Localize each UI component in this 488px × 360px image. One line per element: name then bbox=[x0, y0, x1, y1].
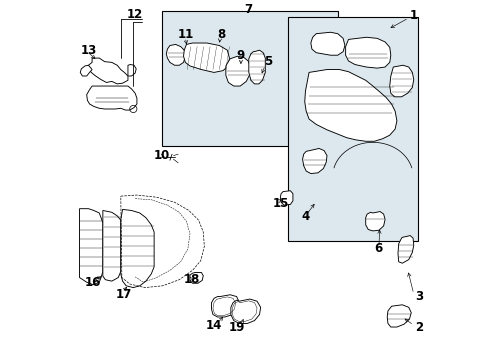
Text: 1: 1 bbox=[408, 9, 417, 22]
Polygon shape bbox=[183, 43, 229, 72]
Polygon shape bbox=[230, 299, 260, 323]
Polygon shape bbox=[211, 295, 239, 317]
Text: 10: 10 bbox=[154, 149, 170, 162]
Text: 18: 18 bbox=[183, 273, 200, 286]
Text: 17: 17 bbox=[115, 288, 131, 301]
Polygon shape bbox=[80, 65, 92, 76]
Text: 11: 11 bbox=[177, 28, 193, 41]
Text: 8: 8 bbox=[217, 28, 225, 41]
Bar bbox=[287, 17, 418, 241]
Polygon shape bbox=[310, 32, 344, 55]
Text: 12: 12 bbox=[127, 8, 143, 21]
Text: 14: 14 bbox=[205, 319, 222, 332]
Text: 3: 3 bbox=[414, 290, 422, 303]
Polygon shape bbox=[102, 211, 121, 281]
Text: 7: 7 bbox=[244, 3, 252, 16]
Text: 4: 4 bbox=[301, 210, 309, 223]
Polygon shape bbox=[304, 69, 396, 141]
Polygon shape bbox=[86, 86, 137, 110]
Polygon shape bbox=[225, 56, 250, 86]
Polygon shape bbox=[121, 210, 154, 288]
Text: 5: 5 bbox=[264, 55, 272, 68]
Polygon shape bbox=[88, 58, 128, 84]
Polygon shape bbox=[386, 305, 410, 327]
Text: 6: 6 bbox=[373, 242, 382, 255]
Polygon shape bbox=[280, 191, 292, 205]
Polygon shape bbox=[389, 65, 413, 97]
Text: 9: 9 bbox=[236, 49, 244, 62]
Polygon shape bbox=[302, 148, 326, 174]
Text: 19: 19 bbox=[229, 320, 245, 333]
Polygon shape bbox=[248, 50, 265, 84]
Polygon shape bbox=[345, 37, 390, 68]
Text: 13: 13 bbox=[80, 44, 96, 57]
Text: 15: 15 bbox=[272, 197, 288, 210]
Polygon shape bbox=[80, 209, 102, 285]
Polygon shape bbox=[190, 273, 203, 283]
Polygon shape bbox=[166, 44, 185, 65]
Polygon shape bbox=[397, 235, 413, 263]
Text: 16: 16 bbox=[85, 276, 101, 289]
Text: 2: 2 bbox=[414, 321, 422, 334]
Polygon shape bbox=[365, 212, 384, 231]
Polygon shape bbox=[128, 64, 136, 76]
Bar bbox=[162, 12, 337, 146]
